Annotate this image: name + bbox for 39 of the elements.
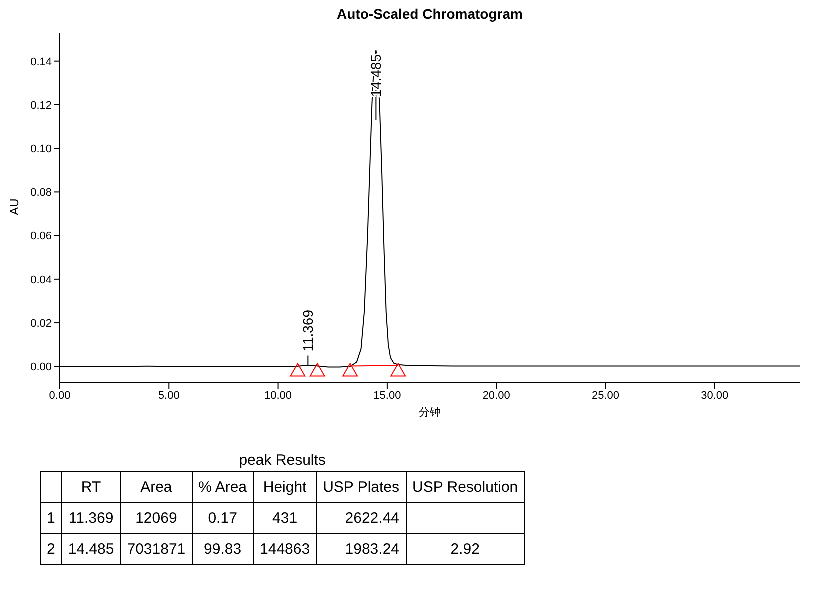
- category-label: 1: [47, 510, 56, 526]
- category-label: % Area: [192, 472, 254, 502]
- text: 99.83: [204, 540, 242, 558]
- y-tick-label: 0.10: [30, 143, 52, 156]
- y-tick-label: 0.06: [30, 230, 52, 243]
- y-tick-label: 0.12: [30, 100, 52, 112]
- x-tick-label: 15.00: [374, 390, 402, 402]
- category-label: Height: [254, 472, 317, 502]
- text: 12069: [136, 510, 178, 526]
- y-tick-label: 0.02: [30, 318, 52, 330]
- y-axis-title: AU: [7, 198, 22, 216]
- text: 431: [272, 510, 298, 526]
- category-label: 2: [47, 540, 56, 558]
- x-tick-label: 30.00: [701, 390, 729, 402]
- text: 0.17: [208, 510, 238, 526]
- x-tick-label: 25.00: [592, 390, 620, 402]
- x-tick-label: 5.00: [158, 390, 180, 402]
- text: 2622.44: [345, 510, 400, 526]
- x-tick-label: 20.00: [482, 390, 510, 402]
- y-tick-label: 0.08: [30, 187, 52, 200]
- annotation: 11.369: [300, 310, 316, 352]
- text: 11.369: [68, 510, 114, 526]
- y-tick-label: 0.14: [30, 56, 52, 68]
- x-tick-label: 0.00: [49, 390, 71, 402]
- text: 2.92: [450, 540, 480, 558]
- category-label: USP Plates: [316, 472, 406, 502]
- y-tick-label: 0.04: [30, 274, 52, 286]
- text: 144863: [260, 540, 310, 558]
- category-label: Area: [120, 472, 192, 502]
- text: 1983.24: [345, 540, 400, 558]
- text: 7031871: [127, 540, 186, 558]
- x-axis-title: 分钟: [418, 406, 442, 420]
- category-label: USP Resolution: [406, 472, 525, 502]
- text: 14.485: [68, 540, 114, 558]
- text: peak Results: [238, 452, 327, 469]
- y-tick-label: 0.00: [30, 362, 52, 374]
- category-label: RT: [62, 472, 121, 502]
- chart-title: Auto-Scaled Chromatogram: [336, 6, 524, 22]
- x-tick-label: 10.00: [264, 390, 292, 402]
